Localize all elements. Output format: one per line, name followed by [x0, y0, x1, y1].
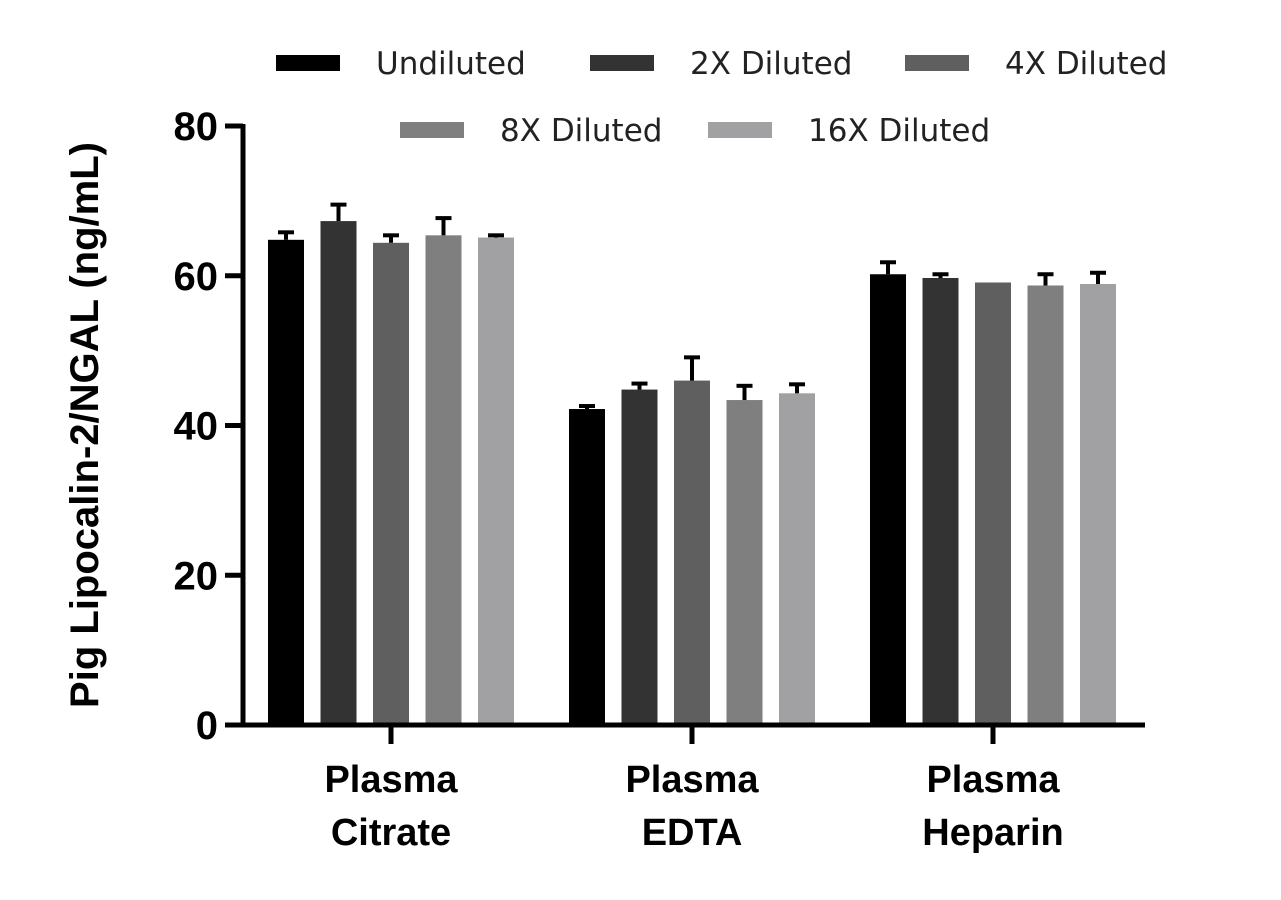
legend-label: 8X Diluted [500, 113, 662, 149]
legend-swatch [590, 55, 654, 71]
legend-label: 2X Diluted [690, 46, 852, 82]
bar [870, 274, 906, 725]
x-category-label: Plasma [324, 759, 458, 801]
legend-swatch [708, 122, 772, 138]
legend-label: 16X Diluted [808, 113, 990, 149]
x-category-label: Citrate [331, 812, 451, 854]
bar [373, 242, 409, 725]
error-bars [278, 202, 1106, 410]
y-tick-label: 60 [174, 255, 219, 299]
bar [569, 409, 605, 725]
y-tick-label: 0 [196, 704, 218, 748]
legend-label: 4X Diluted [1005, 46, 1167, 82]
legend-swatch [905, 55, 969, 71]
bar [975, 282, 1011, 725]
bar [425, 235, 462, 725]
x-category-label: Plasma [926, 759, 1060, 801]
bar [922, 277, 959, 725]
x-category-label: Heparin [922, 812, 1063, 854]
bar [1027, 285, 1064, 725]
bar [726, 400, 763, 725]
x-category-labels: Plasma Citrate Plasma EDTA Plasma Heparin [324, 725, 1064, 854]
bar [1080, 283, 1116, 725]
y-ticks: 0 20 40 60 80 [174, 105, 243, 748]
bars [268, 221, 1116, 725]
legend-swatch [400, 122, 464, 138]
bar [621, 389, 658, 725]
bar [674, 380, 710, 725]
bar [779, 393, 815, 725]
bar [268, 239, 304, 725]
y-tick-label: 80 [174, 105, 219, 149]
bar [320, 221, 357, 725]
bar [478, 237, 514, 725]
y-axis-title: Pig Lipocalin-2/NGAL (ng/mL) [63, 142, 107, 708]
y-tick-label: 20 [174, 554, 219, 598]
legend-swatch [276, 55, 340, 71]
y-tick-label: 40 [174, 405, 219, 449]
legend-label: Undiluted [376, 46, 526, 82]
x-category-label: Plasma [625, 759, 759, 801]
x-category-label: EDTA [642, 812, 743, 854]
legend: Undiluted 2X Diluted 4X Diluted 8X Diluted 1… [276, 46, 1167, 149]
